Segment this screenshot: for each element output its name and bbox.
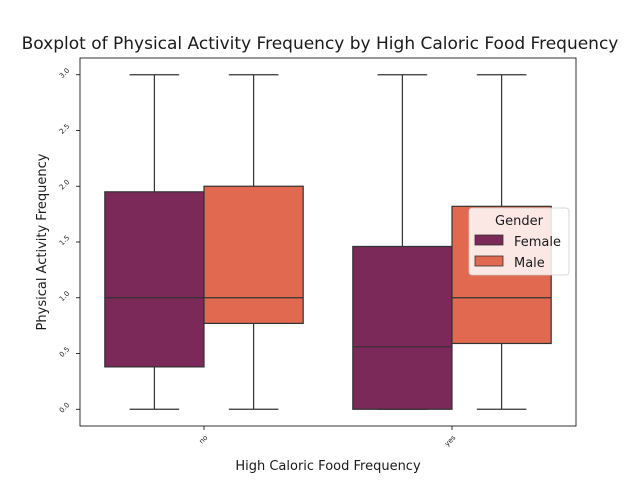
y-tick-label: 0.0 [58, 401, 72, 415]
x-axis-label: High Caloric Food Frequency [235, 459, 421, 474]
y-axis-label: Physical Activity Frequency [35, 153, 50, 330]
legend: Gender Female Male [468, 207, 570, 276]
y-axis: 0.0 0.5 1.0 1.5 2.0 2.5 3.0 [58, 67, 80, 415]
box-female-yes [352, 74, 453, 410]
x-axis: no yes [198, 426, 458, 448]
y-tick-label: 1.0 [58, 290, 72, 304]
chart-title: Boxplot of Physical Activity Frequency b… [22, 34, 619, 54]
legend-swatch-female [474, 234, 504, 246]
legend-swatch-male [474, 255, 504, 267]
y-tick-label: 2.0 [58, 178, 72, 192]
box-female-no [104, 74, 205, 410]
iqr-box [352, 245, 453, 410]
box-male-no [203, 74, 304, 410]
x-tick-label: yes [443, 434, 457, 448]
y-tick-label: 0.5 [58, 345, 72, 359]
x-tick-label: no [198, 434, 210, 446]
y-tick-label: 3.0 [58, 67, 72, 81]
y-tick-label: 1.5 [58, 234, 72, 248]
y-tick-label: 2.5 [58, 122, 72, 136]
iqr-box [104, 191, 205, 368]
legend-title: Gender [495, 214, 544, 229]
legend-label-male: Male [514, 256, 545, 271]
iqr-box [203, 185, 304, 325]
plot-area [104, 74, 552, 410]
legend-label-female: Female [514, 235, 561, 250]
